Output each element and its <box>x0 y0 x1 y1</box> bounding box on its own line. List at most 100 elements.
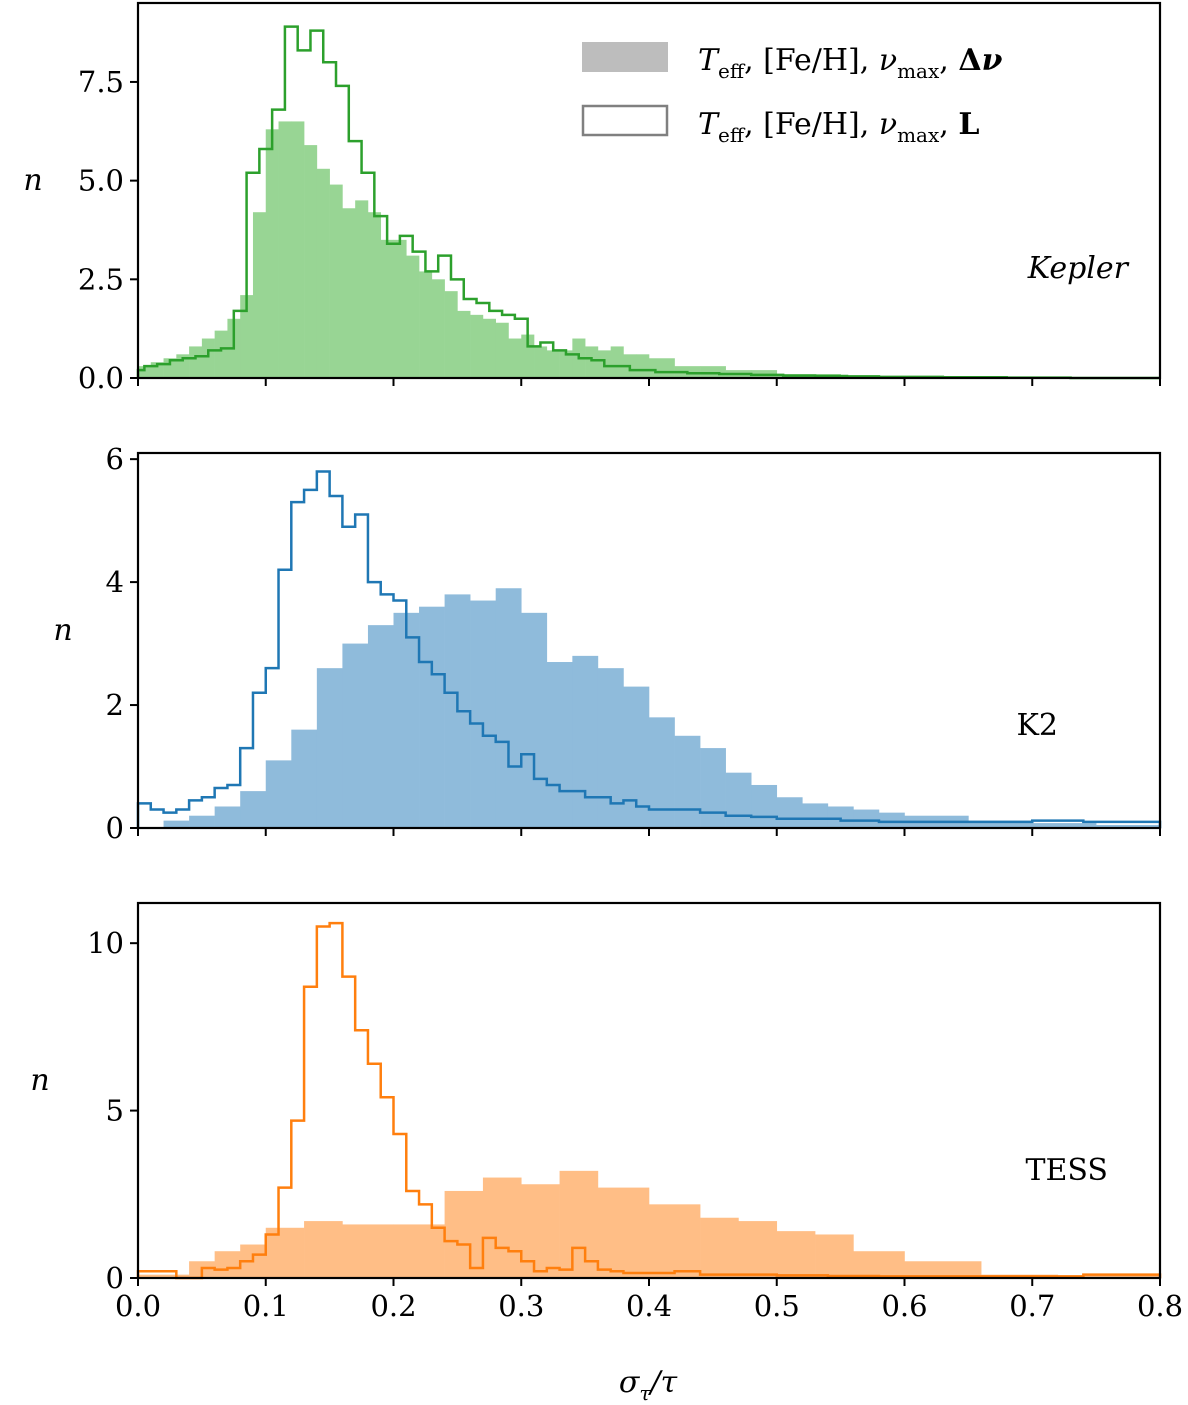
k2-y-tick-label: 6 <box>106 442 124 476</box>
legend: Teff, [Fe/H], νmax, Δν Teff, [Fe/H], νma… <box>581 42 1003 147</box>
tess-x-ticks <box>137 1278 1161 1286</box>
kepler-filled-bar <box>291 121 305 378</box>
kepler-filled-bar <box>240 295 254 378</box>
k2-filled-bar <box>265 760 292 828</box>
k2-y-tick-label: 4 <box>106 565 124 599</box>
kepler-y-ticks: 0.0 2.5 5.0 7.5 <box>78 65 138 395</box>
k2-filled-bar <box>878 812 905 828</box>
tess-filled-bar <box>738 1221 778 1278</box>
k2-x-ticks <box>137 828 1161 836</box>
kepler-filled-bar <box>201 338 215 378</box>
kepler-filled-bar <box>393 239 407 378</box>
kepler-filled-bar <box>189 346 203 378</box>
k2-filled-bar <box>649 717 675 828</box>
tess-y-tick-label: 10 <box>87 926 124 960</box>
k2-filled-bar <box>802 803 829 828</box>
tess-panel-label: TESS <box>1026 1153 1109 1188</box>
k2-filled-bar <box>342 643 369 828</box>
tess-filled-bar <box>904 1261 982 1278</box>
legend-swatch-filled <box>582 42 668 72</box>
tess-filled-bar <box>815 1234 854 1278</box>
tess-filled-bar <box>214 1251 241 1278</box>
k2-filled-bar <box>674 735 701 828</box>
tess-y-axis-label: n <box>30 1063 49 1098</box>
kepler-filled-bar <box>316 168 330 378</box>
legend-swatch-step <box>581 104 669 137</box>
k2-filled-bar <box>521 612 548 828</box>
kepler-filled-bar <box>380 239 394 378</box>
kepler-filled-bar <box>431 279 445 378</box>
tess-filled-bar <box>521 1184 560 1278</box>
tess-filled-bar <box>393 1224 445 1278</box>
tess-filled-bar <box>265 1227 305 1278</box>
panel-tess: 0 5 10 n TESS <box>30 901 1162 1295</box>
k2-filled-bar <box>725 772 752 828</box>
tess-step-histogram <box>136 921 1162 1280</box>
k2-filled-bar <box>163 820 190 828</box>
tess-filled-bar <box>700 1217 739 1278</box>
kepler-filled-bar <box>265 129 279 378</box>
tess-filled-bar <box>444 1190 484 1278</box>
legend-label-filled: Teff, [Fe/H], νmax, Δν <box>698 43 1003 83</box>
k2-filled-bar <box>776 797 803 828</box>
kepler-filled-bar <box>470 314 484 378</box>
kepler-filled-histogram <box>138 121 1033 378</box>
k2-filled-bar <box>291 729 318 828</box>
kepler-step-histogram <box>136 25 1160 380</box>
kepler-filled-bar <box>585 346 599 378</box>
k2-filled-bar <box>572 655 599 828</box>
k2-panel-label: K2 <box>1017 708 1059 743</box>
kepler-y-tick-label: 2.5 <box>78 262 124 296</box>
k2-filled-bar <box>1032 823 1097 828</box>
kepler-filled-bar <box>304 145 318 378</box>
k2-filled-bar <box>968 820 1033 828</box>
kepler-filled-bar <box>610 346 624 378</box>
tess-filled-bar <box>649 1204 701 1278</box>
tess-filled-bar <box>138 1274 190 1278</box>
kepler-panel-label: Kepler <box>1027 251 1130 286</box>
k2-filled-bar <box>700 748 726 828</box>
tess-filled-bar <box>342 1224 394 1278</box>
tess-y-ticks: 0 5 10 <box>87 926 138 1295</box>
x-tick-label: 0.5 <box>754 1289 800 1323</box>
x-tick-label: 0.0 <box>115 1289 161 1323</box>
k2-y-tick-label: 2 <box>106 688 124 722</box>
panel-k2: 0 2 4 6 n K2 <box>53 442 1162 845</box>
x-tick-label: 0.7 <box>1009 1289 1055 1323</box>
x-tick-labels: 0.0 0.1 0.2 0.3 0.4 0.5 0.6 0.7 0.8 <box>115 1289 1183 1323</box>
k2-y-axis-label: n <box>53 613 72 648</box>
tess-y-tick-label: 0 <box>106 1261 124 1295</box>
kepler-x-ticks <box>137 378 1161 386</box>
k2-step-histogram <box>136 470 1162 828</box>
k2-y-ticks: 0 2 4 6 <box>106 442 138 845</box>
k2-filled-bar <box>827 806 854 828</box>
tess-filled-bar <box>482 1177 522 1278</box>
x-tick-label: 0.1 <box>243 1289 289 1323</box>
kepler-filled-bar <box>419 271 433 378</box>
x-tick-label: 0.6 <box>881 1289 927 1323</box>
kepler-filled-bar <box>406 255 420 378</box>
k2-filled-bar <box>853 809 880 828</box>
kepler-filled-bar <box>559 350 573 378</box>
kepler-filled-bar <box>457 310 471 378</box>
k2-filled-bar <box>470 600 496 828</box>
kepler-filled-bar <box>252 212 267 378</box>
k2-filled-bar <box>214 806 241 828</box>
kepler-filled-bar <box>534 346 548 378</box>
tess-filled-bar <box>853 1251 905 1278</box>
k2-filled-bar <box>419 606 445 828</box>
kepler-y-axis-label: n <box>23 163 42 198</box>
tess-y-tick-label: 5 <box>106 1094 124 1128</box>
kepler-filled-bar <box>138 366 152 378</box>
k2-filled-bar <box>1096 824 1161 828</box>
kepler-filled-bar <box>495 322 509 378</box>
kepler-filled-bar <box>444 291 458 378</box>
panel-kepler: 0.0 2.5 5.0 7.5 n Kepler Teff, [Fe/H], νmax… <box>23 1 1162 395</box>
kepler-filled-bar <box>508 338 522 378</box>
tess-filled-bar <box>1057 1275 1161 1278</box>
kepler-filled-bar <box>214 330 228 378</box>
k2-filled-bar <box>367 625 394 828</box>
k2-filled-bar <box>751 784 778 828</box>
kepler-filled-bar <box>342 208 356 378</box>
x-tick-label: 0.3 <box>498 1289 544 1323</box>
